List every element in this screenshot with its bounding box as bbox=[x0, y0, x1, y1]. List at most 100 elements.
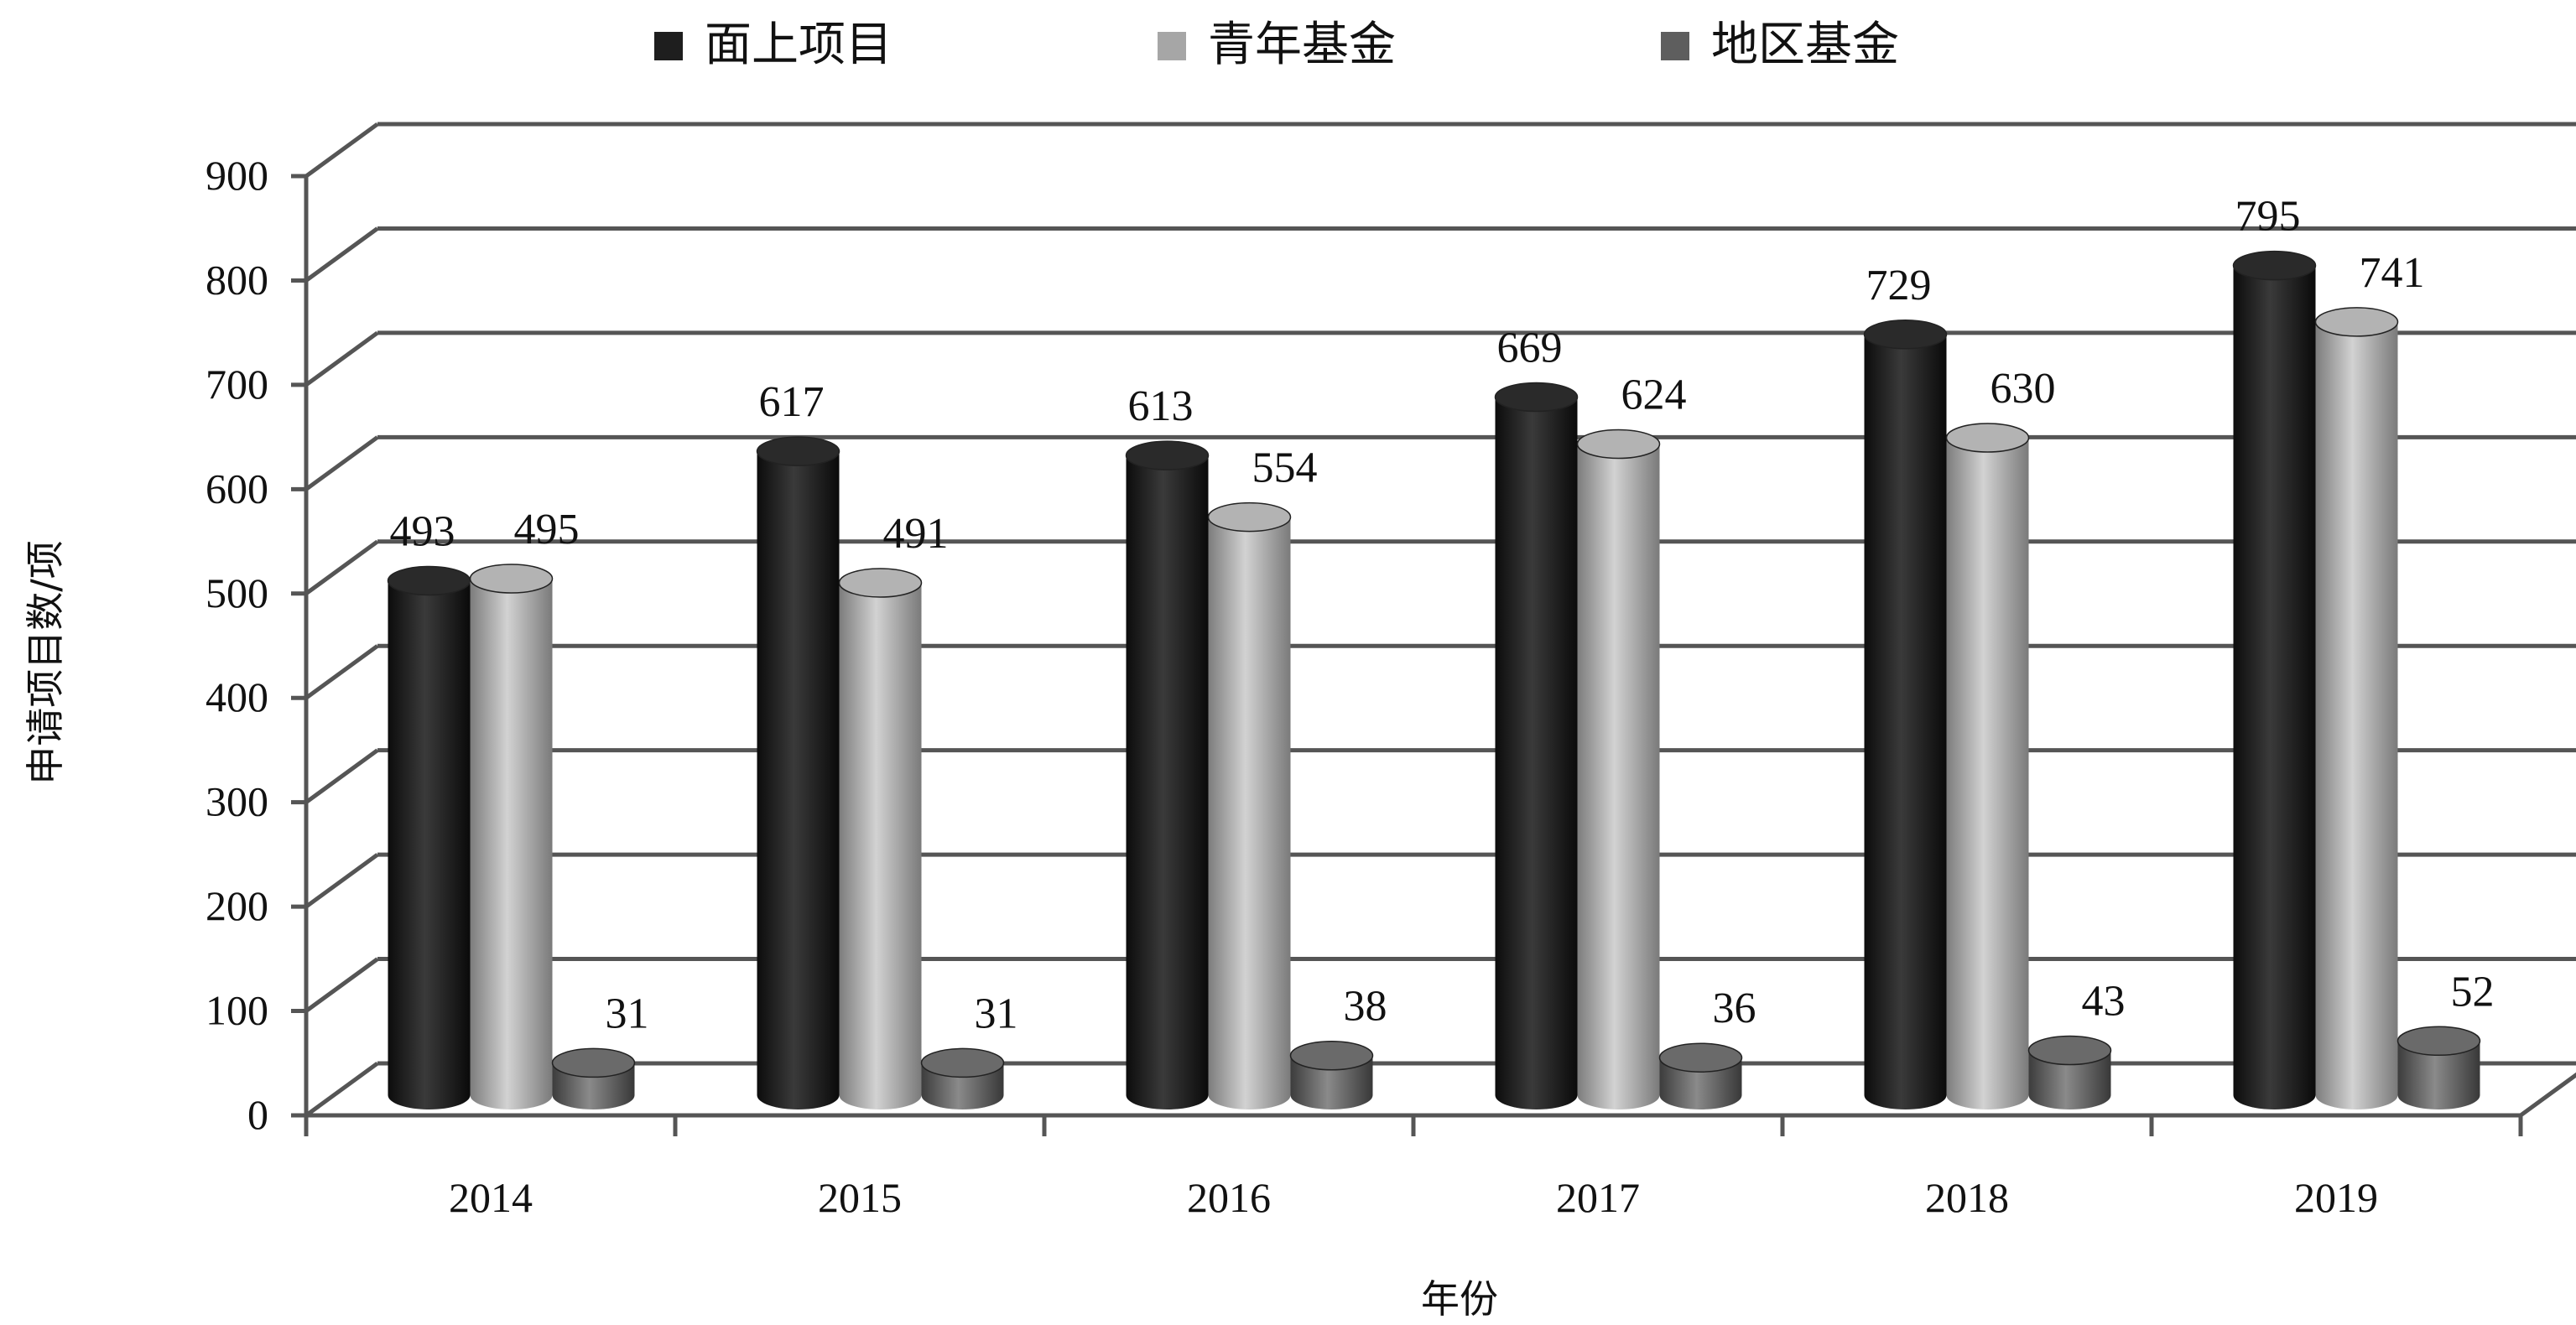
bar-top bbox=[469, 564, 554, 594]
data-label: 43 bbox=[2082, 977, 2126, 1025]
bar bbox=[551, 1047, 636, 1109]
bar-body bbox=[1864, 334, 1947, 1109]
data-label: 495 bbox=[514, 506, 580, 553]
legend-swatch bbox=[654, 32, 683, 60]
bar bbox=[2396, 1026, 2481, 1109]
bar-top bbox=[1494, 382, 1579, 413]
legend-swatch bbox=[1661, 32, 1689, 60]
bar bbox=[2027, 1035, 2112, 1109]
data-label: 491 bbox=[883, 510, 949, 558]
legend-item: 青年基金 bbox=[1158, 18, 1396, 72]
x-tick-label: 2019 bbox=[2294, 1174, 2378, 1221]
y-tick-label: 800 bbox=[206, 256, 268, 303]
data-label: 31 bbox=[606, 990, 649, 1037]
bar-body bbox=[388, 580, 471, 1109]
bar-top bbox=[2396, 1026, 2481, 1057]
data-label: 31 bbox=[975, 990, 1018, 1037]
bar-body bbox=[1208, 517, 1291, 1109]
bar bbox=[1863, 320, 1948, 1109]
bar-body bbox=[2028, 1050, 2111, 1109]
side-wall-line bbox=[304, 748, 379, 804]
bar-top bbox=[1207, 501, 1292, 533]
data-label: 493 bbox=[390, 507, 455, 555]
x-tick-label: 2016 bbox=[1187, 1174, 1271, 1221]
y-axis-title: 申请项目数/项 bbox=[23, 540, 68, 785]
y-tick-label: 400 bbox=[206, 673, 268, 720]
y-tick-label: 0 bbox=[247, 1091, 268, 1138]
chart-bars bbox=[387, 250, 2481, 1110]
bar-top bbox=[551, 1047, 636, 1078]
data-label: 630 bbox=[1991, 365, 2056, 413]
bar bbox=[838, 568, 923, 1109]
side-wall-line bbox=[304, 644, 379, 700]
bar-top bbox=[1863, 320, 1948, 350]
bar bbox=[1658, 1042, 1743, 1109]
bar-body bbox=[1290, 1055, 1373, 1109]
x-tick-label: 2018 bbox=[1925, 1174, 2009, 1221]
side-wall-line bbox=[304, 226, 379, 283]
legend-label: 地区基金 bbox=[1711, 18, 1899, 72]
data-label: 624 bbox=[1621, 371, 1687, 418]
bar bbox=[387, 565, 471, 1109]
bar bbox=[1207, 501, 1292, 1109]
bar-top bbox=[2314, 307, 2399, 337]
legend-label: 面上项目 bbox=[705, 18, 892, 72]
bar-body bbox=[1495, 397, 1578, 1109]
bar-top bbox=[1658, 1042, 1743, 1073]
bar-body bbox=[839, 582, 922, 1109]
bar-top bbox=[756, 436, 840, 466]
bar-top bbox=[1945, 423, 2030, 453]
bar-body bbox=[1126, 455, 1209, 1109]
bar-top bbox=[920, 1047, 1005, 1078]
data-label: 617 bbox=[759, 378, 825, 426]
bar-body bbox=[1946, 438, 2029, 1109]
bar bbox=[2314, 307, 2399, 1109]
floor-right-edge bbox=[2519, 1072, 2576, 1118]
data-label: 741 bbox=[2360, 249, 2425, 297]
bar-body bbox=[2315, 321, 2398, 1109]
data-label: 554 bbox=[1252, 444, 1318, 492]
bar bbox=[1945, 423, 2030, 1109]
side-wall-line bbox=[304, 539, 379, 595]
x-tick-label: 2014 bbox=[449, 1174, 533, 1221]
bar-top bbox=[1125, 440, 1210, 470]
y-tick-label: 900 bbox=[206, 152, 268, 199]
data-label: 669 bbox=[1497, 324, 1563, 372]
side-wall-line bbox=[304, 957, 379, 1013]
side-wall-line bbox=[304, 435, 379, 491]
bar-body bbox=[1577, 444, 1660, 1109]
bar bbox=[1289, 1040, 1374, 1109]
data-label: 52 bbox=[2451, 968, 2495, 1016]
bar-top bbox=[387, 565, 471, 596]
bar bbox=[1494, 382, 1579, 1109]
bar bbox=[1576, 429, 1661, 1109]
bar bbox=[756, 436, 840, 1109]
data-label: 729 bbox=[1866, 262, 1932, 309]
bar-top bbox=[2232, 250, 2317, 281]
data-label: 38 bbox=[1344, 983, 1387, 1031]
chart-grid bbox=[304, 122, 2576, 1118]
y-tick-label: 100 bbox=[206, 987, 268, 1034]
bar-top bbox=[1289, 1040, 1374, 1071]
bar bbox=[920, 1047, 1005, 1109]
data-label: 795 bbox=[2235, 193, 2301, 241]
y-tick-label: 300 bbox=[206, 778, 268, 825]
side-wall-line bbox=[304, 1061, 379, 1118]
chart-axes: 0 100 200 300 400 500 600 700 800 900 2014 2015 2016… bbox=[206, 152, 2523, 1221]
side-wall-line bbox=[304, 330, 379, 387]
bar-body bbox=[2397, 1041, 2480, 1109]
data-labels: 493 617 613 669 729 795 495 491 554 624 630 741 31 31… bbox=[390, 193, 2495, 1038]
bar bbox=[1125, 440, 1210, 1109]
bar bbox=[469, 564, 554, 1109]
bar-top bbox=[838, 568, 923, 598]
x-axis-title: 年份 bbox=[1421, 1276, 1498, 1321]
bar-top bbox=[2027, 1035, 2112, 1066]
bar-body bbox=[2233, 265, 2316, 1110]
y-tick-label: 600 bbox=[206, 465, 268, 512]
data-label: 36 bbox=[1713, 985, 1756, 1032]
legend: 面上项目 青年基金 地区基金 bbox=[654, 18, 1899, 72]
y-tick-label: 200 bbox=[206, 882, 268, 929]
side-wall-line bbox=[304, 853, 379, 909]
